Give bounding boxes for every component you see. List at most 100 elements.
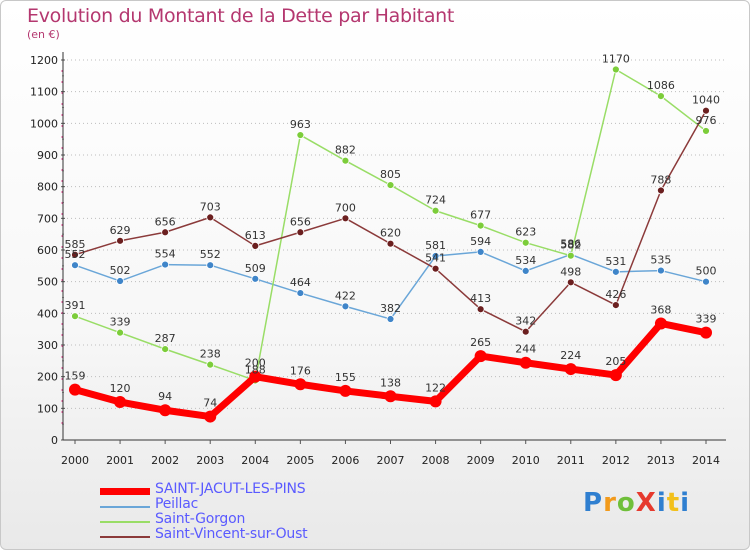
y-tick-label: 0 [51,434,58,447]
y-tick-label: 400 [37,307,58,320]
data-label: 464 [290,276,311,289]
data-label: 552 [65,248,86,261]
data-label: 205 [605,355,626,368]
data-point [206,213,215,222]
data-label: 656 [290,215,311,228]
data-label: 188 [245,363,266,376]
y-tick-label: 1200 [30,54,58,67]
data-point [474,350,487,363]
data-label: 94 [158,390,172,403]
data-label: 342 [515,315,536,328]
data-label: 155 [335,371,356,384]
legend-swatch [100,536,150,538]
x-tick-label: 2008 [422,454,450,467]
data-point [296,289,305,297]
data-point [341,156,350,165]
data-label: 1086 [647,79,675,92]
data-point [521,327,530,336]
data-label: 509 [245,262,266,275]
x-tick-label: 2005 [286,454,314,467]
data-point [296,228,305,237]
data-label: 541 [425,252,446,265]
data-point [159,404,172,417]
data-label: 244 [515,343,536,356]
data-label: 391 [65,299,86,312]
data-label: 534 [515,254,536,267]
data-label: 498 [560,265,581,278]
data-label: 677 [470,209,491,222]
data-label: 502 [110,264,131,277]
y-tick-label: 1100 [30,86,58,99]
data-label: 339 [110,316,131,329]
data-label: 287 [155,332,176,345]
data-point [69,383,81,396]
data-point [611,301,620,310]
data-point [476,247,485,256]
data-point [251,241,260,250]
data-point [161,228,170,237]
x-tick-label: 2009 [467,454,495,467]
data-label: 74 [203,397,217,410]
legend-label: Saint-Vincent-sur-Oust [155,526,308,542]
data-point [700,326,712,339]
data-label: 882 [335,144,356,157]
data-label: 120 [110,382,131,395]
data-label: 703 [200,200,221,213]
data-point [71,312,79,321]
data-point [206,261,215,270]
data-label: 585 [65,238,86,251]
data-point [476,221,485,230]
data-point [702,106,710,115]
data-label: 1040 [692,94,720,107]
x-tick-label: 2003 [196,454,224,467]
data-point [294,378,307,391]
data-point [251,274,260,283]
data-label: 200 [245,357,266,370]
legend-swatch [100,521,150,523]
data-label: 413 [470,292,491,305]
y-tick-label: 600 [37,244,58,257]
x-tick-label: 2010 [512,454,540,467]
data-label: 582 [560,239,581,252]
data-label: 963 [290,118,311,131]
x-tick-label: 2000 [61,454,89,467]
data-point [161,260,170,269]
data-point [386,181,395,189]
legend-swatch [100,506,150,508]
data-point [702,127,710,135]
legend-label: SAINT-JACUT-LES-PINS [155,481,306,497]
data-point [386,315,395,323]
data-label: 623 [515,226,536,239]
data-label: 700 [335,201,356,214]
data-point [341,214,350,223]
chart-title: Evolution du Montant de la Dette par Hab… [27,5,455,27]
data-point [384,390,397,403]
data-point [654,317,667,330]
x-tick-label: 2001 [106,454,134,467]
data-label: 1170 [602,53,630,66]
x-tick-label: 2014 [692,454,720,467]
data-point [657,186,665,195]
data-point [71,261,79,270]
y-tick-label: 800 [37,181,58,194]
data-label: 238 [200,348,221,361]
data-point [431,264,440,273]
data-point [611,65,620,74]
data-label: 422 [335,289,356,302]
data-point [71,250,79,259]
data-label: 500 [696,265,717,278]
data-point [114,396,127,408]
data-label: 629 [110,224,131,237]
data-label: 535 [650,254,671,267]
data-point [116,328,124,337]
data-label: 368 [650,303,671,316]
data-label: 976 [696,114,717,127]
data-point [341,302,350,311]
x-tick-label: 2011 [557,454,585,467]
data-label: 805 [380,168,401,181]
data-label: 788 [650,173,671,186]
proxiti-logo: ProXiti [583,488,691,518]
data-label: 122 [425,381,446,394]
data-point [206,360,215,369]
